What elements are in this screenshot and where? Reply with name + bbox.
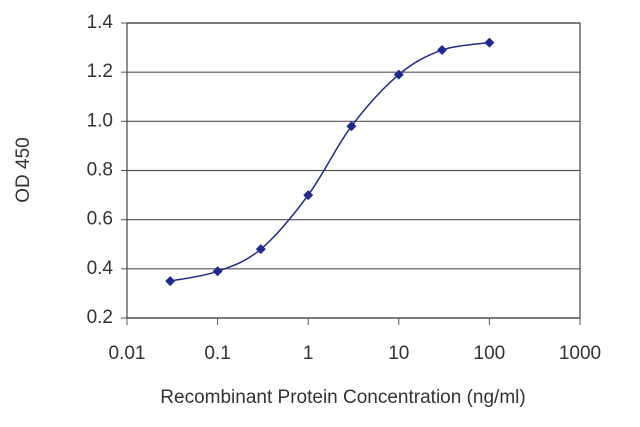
series-line	[170, 41, 490, 282]
data-point	[212, 266, 223, 277]
y-tick-label: 1.2	[87, 61, 113, 82]
data-point	[393, 69, 404, 80]
y-axis-label: OD 450	[13, 137, 34, 202]
x-tick-label: 10	[388, 343, 409, 364]
x-tick-label: 0.1	[204, 343, 230, 364]
x-tick-label: 0.01	[109, 343, 146, 364]
x-tick-label: 1	[303, 343, 314, 364]
y-tick-label: 0.4	[87, 258, 114, 279]
data-point	[255, 244, 266, 255]
x-tick-label: 1000	[559, 343, 601, 364]
data-point	[165, 276, 176, 287]
data-point	[303, 190, 314, 201]
data-point	[484, 37, 495, 48]
data-point	[437, 45, 448, 56]
data-point	[346, 121, 357, 132]
y-tick-label: 0.2	[87, 307, 113, 328]
x-tick-label: 100	[474, 343, 506, 364]
plot-frame	[126, 22, 581, 319]
x-axis-label: Recombinant Protein Concentration (ng/ml…	[160, 387, 525, 408]
y-tick-label: 1.0	[87, 110, 113, 131]
y-tick-label: 0.6	[87, 209, 113, 230]
y-tick-label: 0.8	[87, 160, 113, 181]
y-tick-label: 1.4	[87, 12, 114, 33]
